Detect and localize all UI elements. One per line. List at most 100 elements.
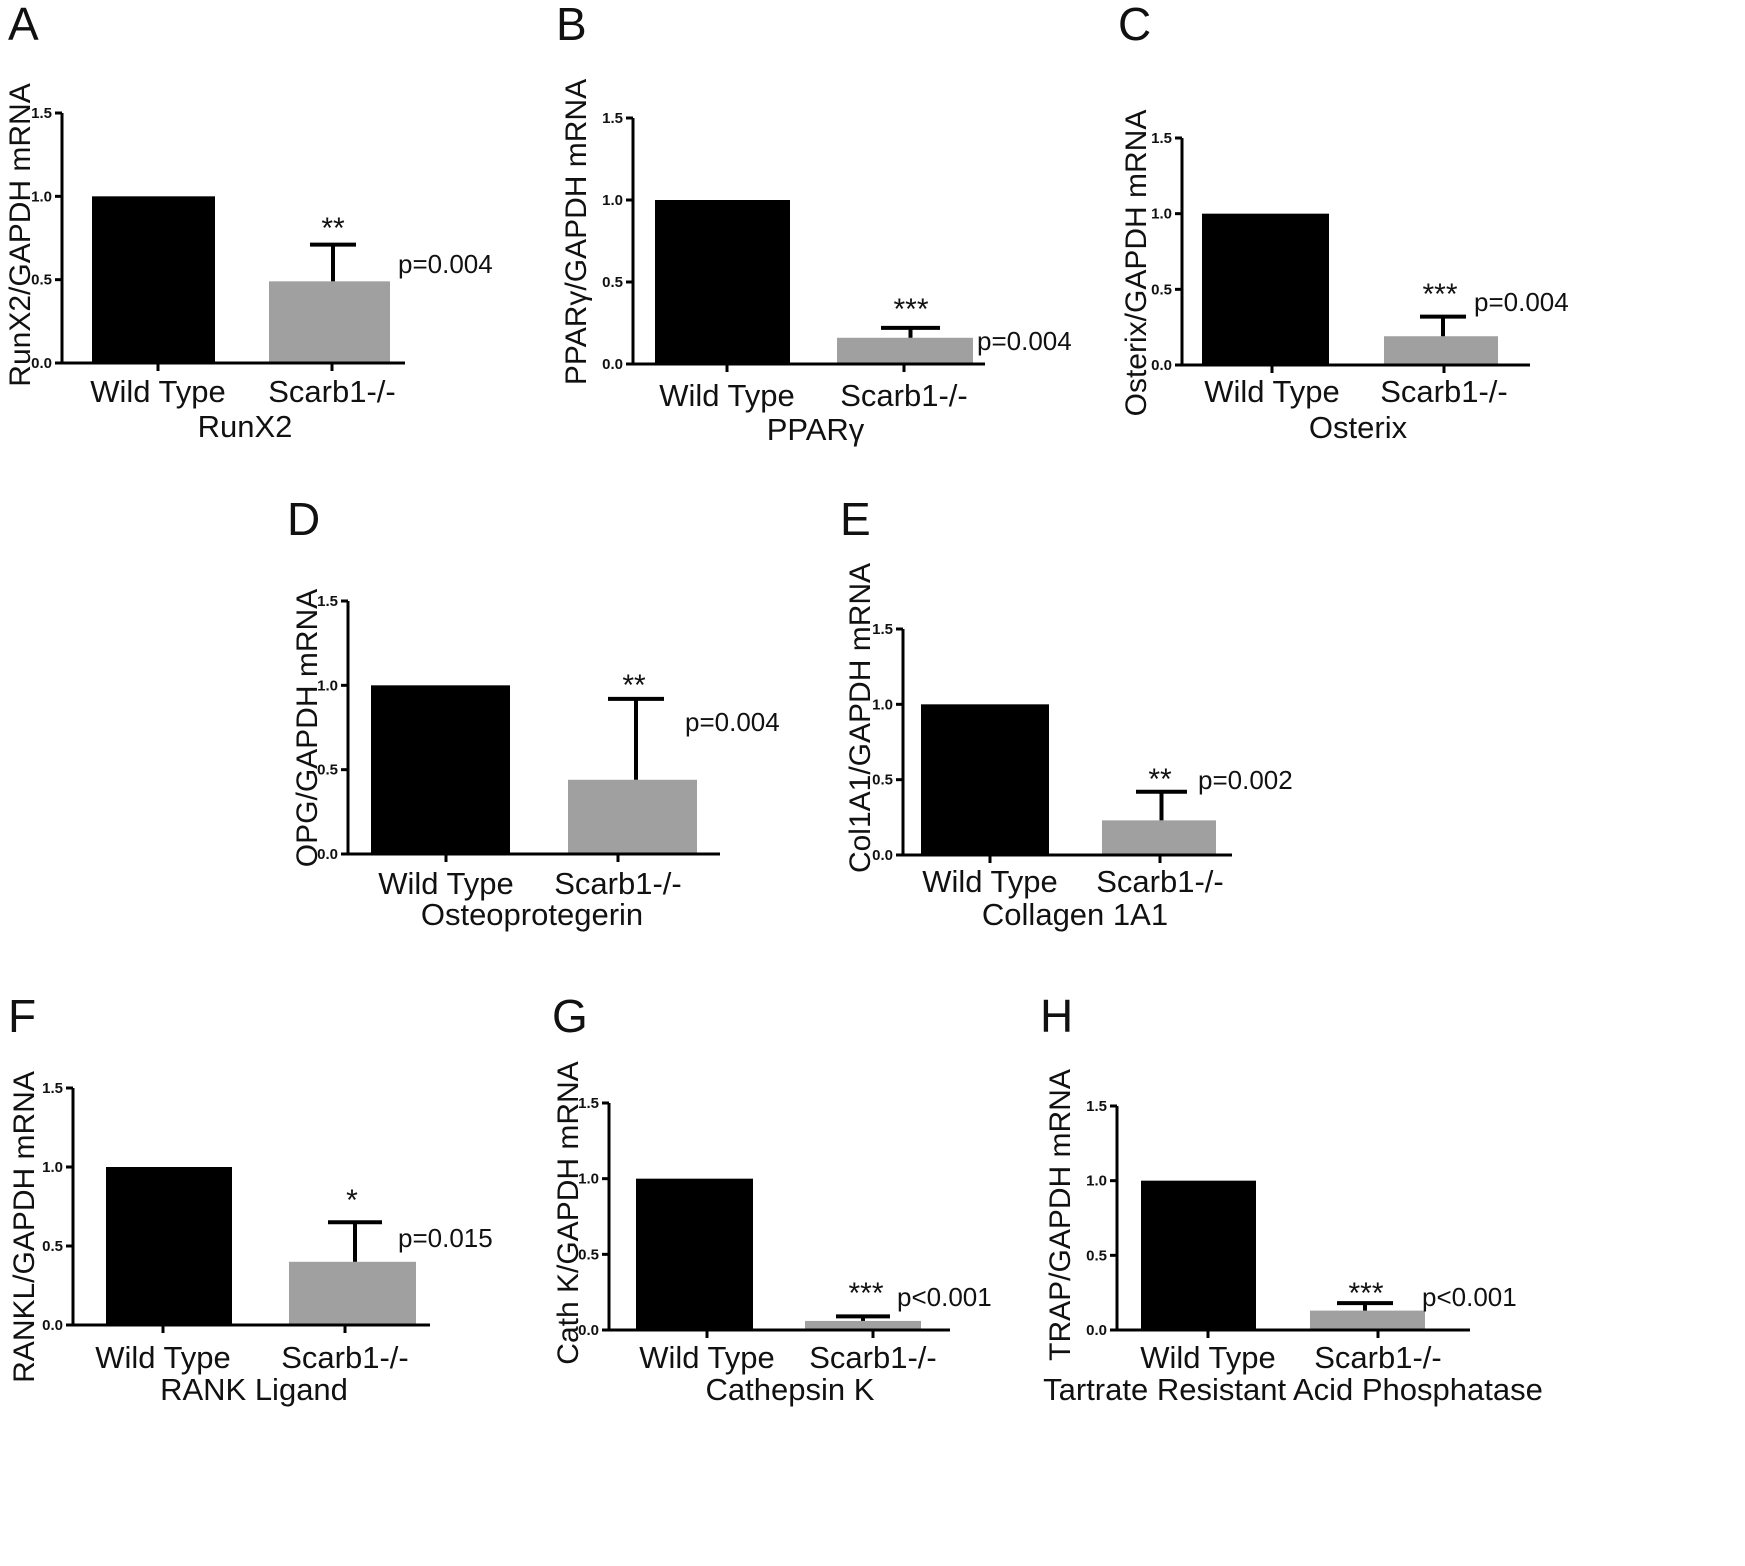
y-tick-label: 1.0 <box>317 677 338 694</box>
y-tick-label: 1.0 <box>1151 206 1172 223</box>
bar-wild-type <box>636 1178 753 1330</box>
x-category-label: Wild Type <box>378 866 514 901</box>
y-axis-title: RunX2/GAPDH mRNA <box>4 83 37 386</box>
panel-letter: H <box>1040 990 1073 1042</box>
y-tick-label: 0.0 <box>1151 357 1172 374</box>
x-category-label: Wild Type <box>90 374 226 409</box>
x-category-label: Wild Type <box>922 864 1058 899</box>
bar-scarb1-knockout <box>805 1320 921 1330</box>
bar-wild-type <box>1141 1180 1256 1330</box>
panel-f: F RANKL/GAPDH mRNA 0.0 0.5 1.0 1.5 Wild Type Sc… <box>8 990 493 1407</box>
y-tick-label: 1.5 <box>31 105 52 122</box>
x-category-label: Scarb1-/- <box>281 1340 408 1375</box>
y-tick-label: 0.0 <box>1086 1322 1107 1339</box>
x-axis-title: RunX2 <box>198 409 293 444</box>
x-category-label: Wild Type <box>1204 374 1340 409</box>
y-tick-label: 0.0 <box>602 356 623 373</box>
significance-stars: ** <box>622 669 646 702</box>
p-value-label: p<0.001 <box>1422 1282 1517 1312</box>
p-value-label: p=0.015 <box>398 1223 493 1253</box>
panel-letter: A <box>8 0 39 50</box>
p-value-label: p=0.002 <box>1198 765 1293 795</box>
y-tick-label: 1.5 <box>578 1095 599 1112</box>
x-axis-title: Cathepsin K <box>706 1372 875 1407</box>
panel-letter: E <box>840 493 871 545</box>
x-axis-title: RANK Ligand <box>160 1372 348 1407</box>
x-category-label: Scarb1-/- <box>840 378 967 413</box>
p-value-label: p=0.004 <box>977 326 1072 356</box>
significance-stars: *** <box>1422 278 1457 311</box>
y-axis-title: TRAP/GAPDH mRNA <box>1044 1069 1077 1361</box>
x-axis-title: Collagen 1A1 <box>982 897 1168 932</box>
y-tick-label: 0.5 <box>1086 1247 1107 1264</box>
y-tick-label: 1.0 <box>42 1159 63 1176</box>
y-axis-title: Col1A1/GAPDH mRNA <box>844 563 877 873</box>
y-tick-label: 0.5 <box>578 1246 599 1263</box>
p-value-label: p=0.004 <box>685 707 780 737</box>
x-category-label: Wild Type <box>1140 1340 1276 1375</box>
y-tick-label: 1.5 <box>1086 1098 1107 1115</box>
significance-stars: *** <box>893 293 928 326</box>
bar-scarb1-knockout <box>269 281 390 363</box>
p-value-label: p=0.004 <box>1474 287 1569 317</box>
y-tick-label: 0.0 <box>578 1322 599 1339</box>
panel-letter: B <box>556 0 587 50</box>
y-tick-label: 0.0 <box>317 846 338 863</box>
y-tick-label: 0.5 <box>31 272 52 289</box>
p-value-label: p=0.004 <box>398 249 493 279</box>
significance-stars: ** <box>321 212 345 245</box>
x-category-label: Scarb1-/- <box>809 1340 936 1375</box>
x-category-label: Scarb1-/- <box>1380 374 1507 409</box>
panel-letter: D <box>287 493 320 545</box>
x-category-label: Wild Type <box>639 1340 775 1375</box>
y-tick-label: 0.5 <box>872 772 893 789</box>
y-tick-label: 0.5 <box>42 1238 63 1255</box>
bar-wild-type <box>106 1167 232 1325</box>
y-axis-title: OPG/GAPDH mRNA <box>291 589 324 867</box>
x-axis-title: Osteoprotegerin <box>421 897 643 932</box>
x-axis-title: Tartrate Resistant Acid Phosphatase <box>1043 1372 1543 1407</box>
y-tick-label: 1.0 <box>602 192 623 209</box>
y-axis-title: Osterix/GAPDH mRNA <box>1120 110 1153 417</box>
y-axis-title: PPARγ/GAPDH mRNA <box>560 79 593 385</box>
panel-letter: C <box>1118 0 1151 50</box>
y-axis-title: RANKL/GAPDH mRNA <box>8 1071 41 1383</box>
bar-scarb1-knockout <box>1310 1310 1425 1330</box>
panel-h: H TRAP/GAPDH mRNA 0.0 0.5 1.0 1.5 Wild Type Sca… <box>1040 990 1543 1407</box>
y-tick-label: 1.0 <box>872 696 893 713</box>
y-tick-label: 1.5 <box>1151 130 1172 147</box>
y-tick-label: 0.0 <box>872 847 893 864</box>
significance-stars: ** <box>1148 763 1172 796</box>
y-tick-label: 0.5 <box>1151 281 1172 298</box>
x-category-label: Wild Type <box>95 1340 231 1375</box>
y-tick-label: 0.0 <box>31 355 52 372</box>
bar-wild-type <box>1202 213 1329 365</box>
y-tick-label: 1.0 <box>31 188 52 205</box>
x-category-label: Wild Type <box>659 378 795 413</box>
significance-stars: *** <box>848 1277 883 1310</box>
x-axis-title: Osterix <box>1309 410 1408 445</box>
panel-letter: F <box>8 990 36 1042</box>
significance-stars: *** <box>1348 1277 1383 1310</box>
y-tick-label: 1.0 <box>1086 1173 1107 1190</box>
y-tick-label: 0.5 <box>317 762 338 779</box>
p-value-label: p<0.001 <box>897 1282 992 1312</box>
y-tick-label: 0.0 <box>42 1317 63 1334</box>
bar-scarb1-knockout <box>837 337 973 364</box>
bar-scarb1-knockout <box>568 779 697 854</box>
bar-wild-type <box>92 196 215 363</box>
y-tick-label: 1.0 <box>578 1171 599 1188</box>
y-tick-label: 1.5 <box>42 1080 63 1097</box>
y-tick-label: 1.5 <box>317 593 338 610</box>
bar-wild-type <box>921 704 1049 855</box>
bar-scarb1-knockout <box>1384 336 1498 365</box>
y-tick-label: 1.5 <box>602 110 623 127</box>
y-tick-label: 0.5 <box>602 274 623 291</box>
x-category-label: Scarb1-/- <box>268 374 395 409</box>
bar-scarb1-knockout <box>289 1261 416 1325</box>
